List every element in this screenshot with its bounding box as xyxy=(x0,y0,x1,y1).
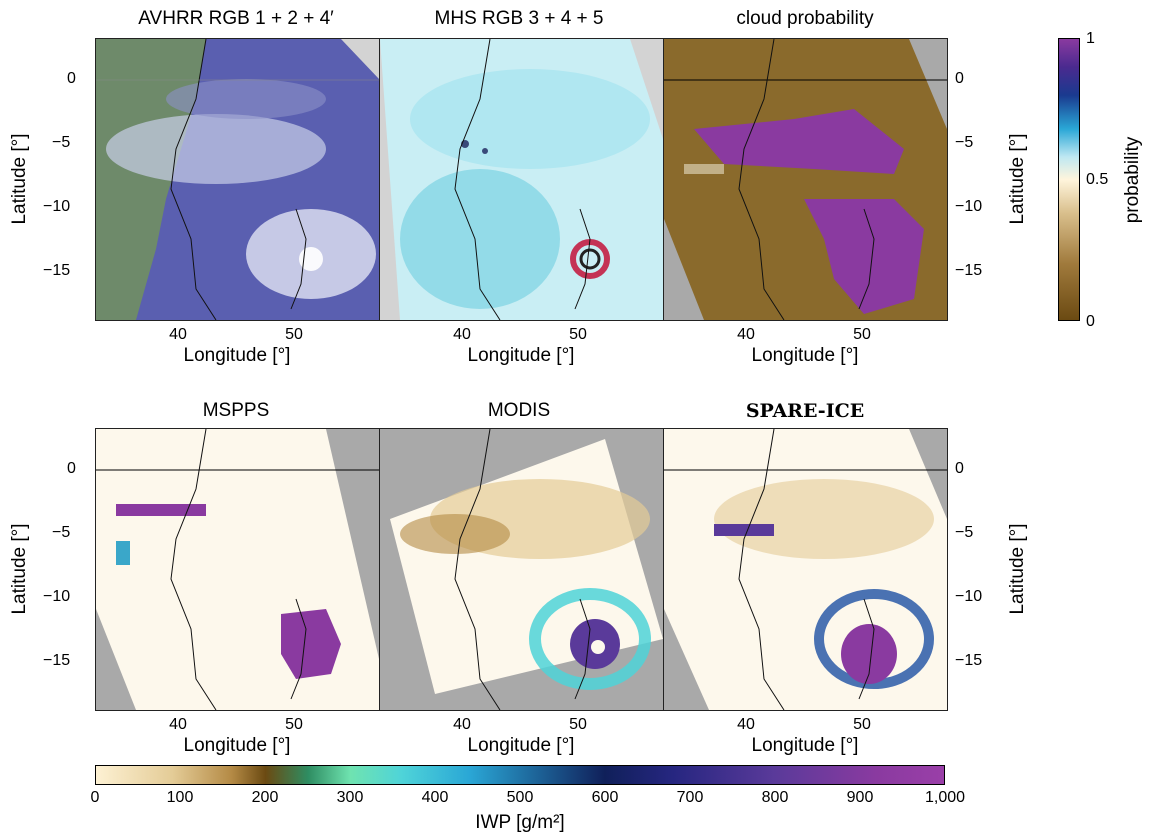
y-tick: 0 xyxy=(67,70,76,87)
y-axis-label: Latitude [°] xyxy=(9,133,30,225)
probability-tick: 0.5 xyxy=(1086,171,1109,188)
modis-iwp-map xyxy=(379,428,664,711)
x-tick: 40 xyxy=(737,716,755,733)
y-axis-label: Latitude [°] xyxy=(1007,523,1028,615)
y-tick: −15 xyxy=(43,652,71,669)
y-tick: −5 xyxy=(955,524,974,541)
iwp-colorbar-label: IWP [g/m²] xyxy=(475,812,565,833)
panel-title-mhs: MHS RGB 3 + 4 + 5 xyxy=(434,8,604,29)
iwp-tick: 700 xyxy=(676,789,704,806)
x-axis-label: Longitude [°] xyxy=(751,735,859,756)
x-tick: 50 xyxy=(569,326,587,343)
y-tick: −15 xyxy=(43,262,71,279)
x-tick: 40 xyxy=(169,716,187,733)
y-tick: −15 xyxy=(955,262,983,279)
x-tick: 40 xyxy=(737,326,755,343)
iwp-tick: 600 xyxy=(591,789,619,806)
mhs-rgb-map xyxy=(379,38,664,321)
x-tick: 40 xyxy=(169,326,187,343)
x-tick: 40 xyxy=(453,326,471,343)
iwp-tick: 1,000 xyxy=(924,789,966,806)
iwp-tick: 400 xyxy=(421,789,449,806)
iwp-colorbar xyxy=(95,765,945,785)
probability-tick: 1 xyxy=(1086,30,1095,47)
y-tick: −5 xyxy=(52,134,71,151)
x-axis-label: Longitude [°] xyxy=(467,345,575,366)
x-tick: 50 xyxy=(285,716,303,733)
y-axis-label: Latitude [°] xyxy=(1007,133,1028,225)
y-axis-label: Latitude [°] xyxy=(9,523,30,615)
x-axis-label: Longitude [°] xyxy=(467,735,575,756)
y-tick: −10 xyxy=(955,588,983,605)
x-tick: 50 xyxy=(285,326,303,343)
x-axis-label: Longitude [°] xyxy=(183,735,291,756)
probability-tick: 0 xyxy=(1086,313,1095,330)
panel-title-avhrr: AVHRR RGB 1 + 2 + 4′ xyxy=(138,8,334,29)
x-tick: 40 xyxy=(453,716,471,733)
iwp-tick: 100 xyxy=(166,789,194,806)
y-tick: −5 xyxy=(955,134,974,151)
y-tick: 0 xyxy=(67,460,76,477)
y-tick: −5 xyxy=(52,524,71,541)
panel-title-mspps: MSPPS xyxy=(202,400,270,421)
y-tick: −15 xyxy=(955,652,983,669)
y-tick: −10 xyxy=(43,198,71,215)
iwp-tick: 900 xyxy=(846,789,874,806)
iwp-tick: 200 xyxy=(251,789,279,806)
avhrr-rgb-map xyxy=(95,38,380,321)
probability-colorbar-label: probability xyxy=(1122,136,1143,224)
y-tick: −10 xyxy=(43,588,71,605)
mspps-iwp-map xyxy=(95,428,380,711)
iwp-tick: 500 xyxy=(506,789,534,806)
panel-title-cloud-probability: cloud probability xyxy=(736,8,874,29)
probability-colorbar xyxy=(1058,38,1080,321)
x-tick: 50 xyxy=(853,326,871,343)
x-axis-label: Longitude [°] xyxy=(183,345,291,366)
panel-title-spare-ice: SPARE-ICE xyxy=(745,400,865,422)
y-tick: −10 xyxy=(955,198,983,215)
x-axis-label: Longitude [°] xyxy=(751,345,859,366)
spare-ice-iwp-map xyxy=(663,428,948,711)
x-tick: 50 xyxy=(569,716,587,733)
iwp-tick: 0 xyxy=(90,789,100,806)
iwp-tick: 800 xyxy=(761,789,789,806)
x-tick: 50 xyxy=(853,716,871,733)
y-tick: 0 xyxy=(955,460,964,477)
cloud-probability-map xyxy=(663,38,948,321)
iwp-tick: 300 xyxy=(336,789,364,806)
y-tick: 0 xyxy=(955,70,964,87)
panel-title-modis: MODIS xyxy=(487,400,551,421)
